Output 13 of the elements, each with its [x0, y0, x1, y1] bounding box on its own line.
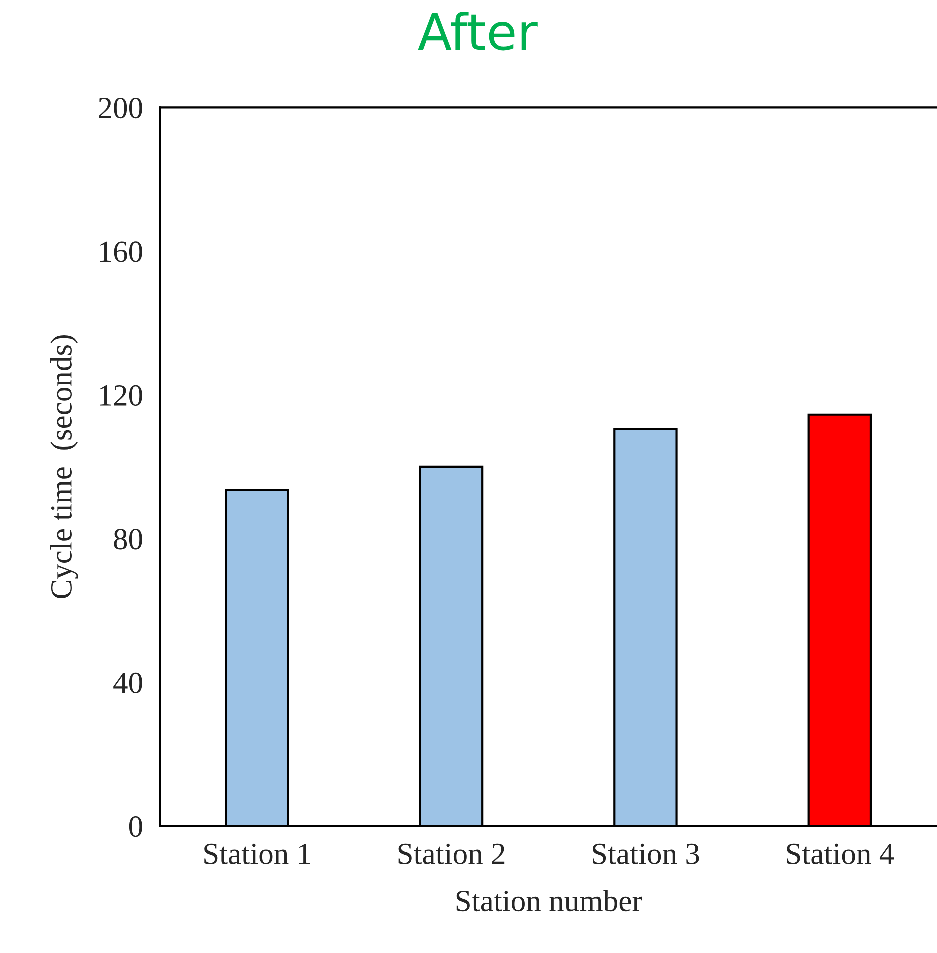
y-tick-label: 0: [129, 816, 142, 838]
y-axis-title: Cycle time (seconds): [50, 336, 78, 599]
x-tick-label: Station 2: [398, 844, 505, 864]
chart-title: After: [418, 12, 538, 51]
y-tick-label: 160: [100, 242, 142, 262]
x-tick-label: Station 1: [204, 844, 310, 864]
y-tick-label: 80: [114, 529, 142, 550]
x-tick-label: Station 4: [787, 844, 894, 864]
x-axis-title: Station number: [456, 890, 642, 912]
y-tick-label: 120: [100, 385, 142, 406]
y-tick-label: 40: [114, 672, 142, 694]
x-tick-label: Station 3: [593, 844, 700, 864]
y-tick-label: 200: [99, 98, 142, 119]
